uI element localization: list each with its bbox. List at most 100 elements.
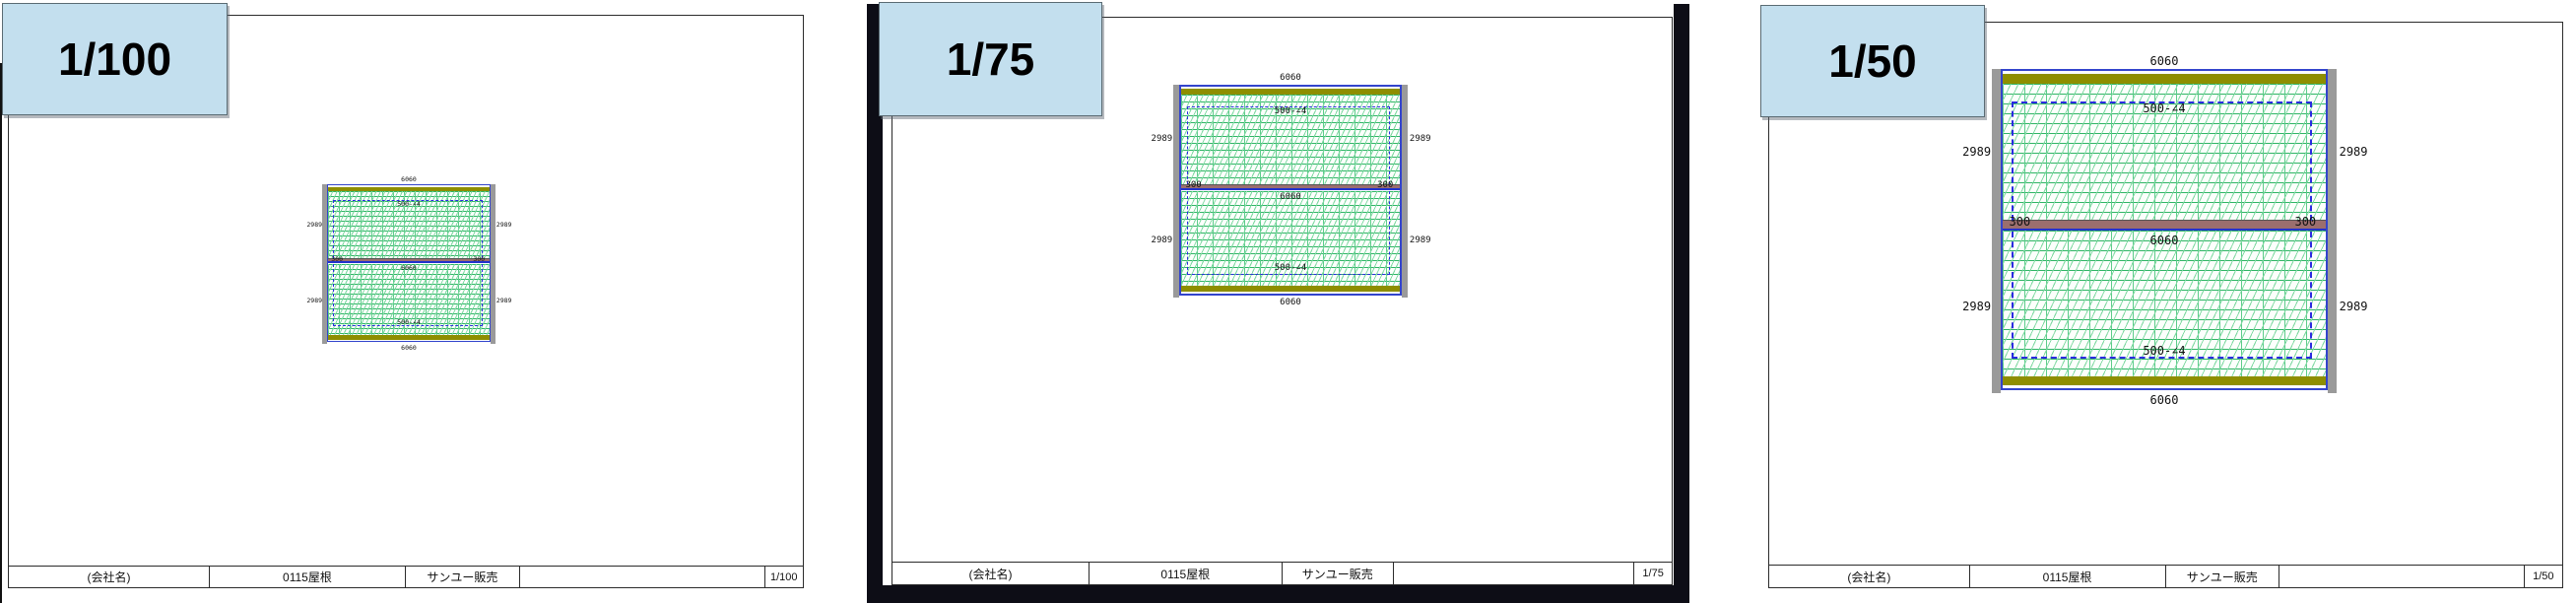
gable-strip-left [1991,69,2001,394]
panel-spec-label-upper: 500-∠4 [397,199,421,208]
dim-mid-width: 6060 [401,264,417,273]
dim-bottom-width: 6060 [2149,392,2179,407]
roof-outline: 500-∠4 500-∠4 300 300 6060 [2001,69,2328,390]
scale-badge-label: 1/75 [946,34,1035,85]
eave-strip-bottom [2003,375,2326,386]
vendor-cell: サンユー販売 [2166,566,2280,587]
scale-badge: 1/100 [2,3,228,115]
dim-top-width: 6060 [2149,54,2179,68]
panel-spec-label-lower: 500-∠4 [2143,344,2186,359]
project-cell: 0115屋根 [1970,566,2166,587]
dim-right-lower: 2989 [2339,299,2368,313]
panel-spec-label-upper: 500-∠4 [1274,106,1307,116]
dim-left-lower: 2989 [1962,299,1992,313]
dim-top-width: 6060 [1280,73,1301,83]
company-cell: (会社名) [1769,566,1970,587]
ridge-dim-left: 300 [2009,214,2031,229]
dim-mid-width: 6060 [2149,233,2179,247]
eave-strip-top [328,186,490,192]
viewport-band-bottom [867,585,1689,603]
ridge-bar [2003,220,2326,231]
ridge-dim-left: 300 [331,255,344,264]
coverage-dashrect-lower [2012,231,2312,360]
blank-cell [520,567,765,587]
panel-spec-label-lower: 500-∠4 [1274,263,1307,274]
gable-strip-right [491,184,495,344]
scale-cell: 1/50 [2533,570,2554,582]
roof-hatch-lower [2003,231,2326,376]
gable-strip-right [1402,85,1409,299]
coverage-dashrect-upper [332,200,483,259]
eave-strip-bottom [328,335,490,340]
coverage-dashrect-lower [1187,191,1391,275]
scale-cell: 1/100 [770,570,798,583]
ridge-bar [1181,183,1400,191]
dim-left-upper: 2989 [1962,145,1992,160]
ridge-dim-left: 300 [1185,179,1202,190]
roof-outline: 500-∠4 500-∠4 300 300 6060 [327,184,491,342]
gable-strip-left [322,184,327,344]
scale-cell: 1/75 [1642,568,1664,579]
dim-left-lower: 2989 [306,297,323,305]
ridge-bar [328,258,490,264]
vendor-cell: サンユー販売 [406,567,520,587]
company-cell: (会社名) [892,563,1090,584]
roof-hatch-upper [328,191,490,259]
dim-left-lower: 2989 [1151,235,1173,246]
scale-badge-label: 1/50 [1828,35,1917,87]
eave-strip-bottom [1181,286,1400,293]
gable-strip-right [2328,69,2338,394]
dim-left-upper: 2989 [1151,134,1173,145]
blank-cell [1394,563,1635,584]
title-block: (会社名) 0115屋根 サンユー販売 1/100 [8,566,804,588]
ridge-dim-right: 300 [473,255,486,264]
eave-strip-top [2003,74,2326,84]
roof-hatch-upper [2003,83,2326,221]
roof-hatch-upper [1181,95,1400,184]
dim-bottom-width: 6060 [1280,298,1301,308]
montage-left-edge [0,63,2,603]
title-block: (会社名) 0115屋根 サンユー販売 1/75 [892,562,1673,585]
viewport-band-left [867,4,883,603]
drawing-sheet: 500-∠4 500-∠4 300 300 6060 6060 6060 298… [8,15,804,588]
ridge-dim-right: 300 [1377,179,1394,190]
dim-left-upper: 2989 [306,221,323,230]
gable-strip-left [1172,85,1179,299]
coverage-dashrect-upper [2012,100,2312,221]
viewport-band-right [1674,4,1689,603]
roof-plan: 500-∠4 500-∠4 300 300 6060 6060 6060 298… [306,175,511,350]
dim-bottom-width: 6060 [401,343,417,352]
dim-right-upper: 2989 [495,221,512,230]
roof-hatch-lower [328,263,490,335]
ridge-dim-right: 300 [2294,214,2317,229]
roof-plan: 500-∠4 500-∠4 300 300 6060 6060 6060 298… [1962,55,2367,406]
drawing-sheet: 500-∠4 500-∠4 300 300 6060 6060 6060 298… [892,17,1673,585]
project-cell: 0115屋根 [210,567,406,587]
company-cell: (会社名) [9,567,210,587]
scale-badge: 1/75 [879,2,1102,116]
roof-hatch-lower [1181,190,1400,286]
dim-right-lower: 2989 [1409,235,1431,246]
dim-right-upper: 2989 [1409,134,1431,145]
panel-spec-label-lower: 500-∠4 [397,318,421,327]
drawing-sheet: 500-∠4 500-∠4 300 300 6060 6060 6060 298… [1768,22,2563,588]
coverage-dashrect-upper [1187,105,1391,184]
eave-strip-top [1181,89,1400,96]
scale-badge-label: 1/100 [57,34,172,85]
roof-plan: 500-∠4 500-∠4 300 300 6060 6060 6060 298… [1152,74,1431,307]
project-cell: 0115屋根 [1090,563,1283,584]
coverage-dashrect-lower [332,263,483,327]
dim-right-upper: 2989 [2339,145,2368,160]
vendor-cell: サンユー販売 [1283,563,1395,584]
dim-mid-width: 6060 [1280,192,1301,203]
dim-top-width: 6060 [401,174,417,183]
scale-badge: 1/50 [1760,5,1985,117]
title-block: (会社名) 0115屋根 サンユー販売 1/50 [1768,565,2563,588]
dim-right-lower: 2989 [495,297,512,305]
blank-cell [2279,566,2525,587]
roof-outline: 500-∠4 500-∠4 300 300 6060 [1179,85,1402,296]
